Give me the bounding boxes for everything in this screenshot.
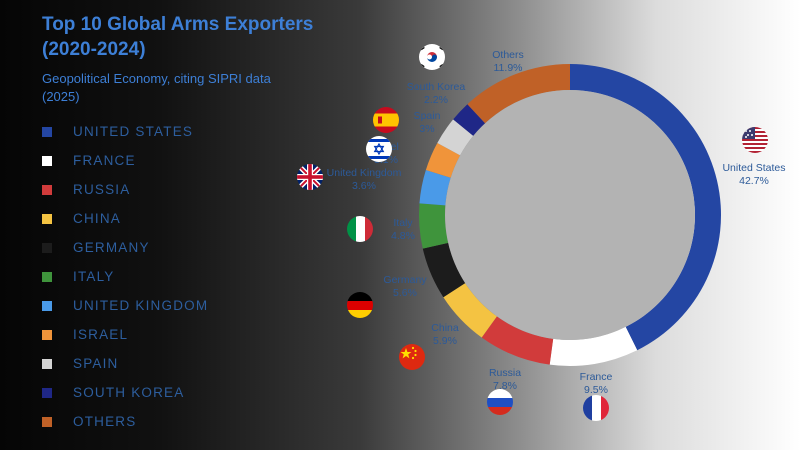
china-flag-icon [399,344,425,370]
slice-france [549,326,638,366]
slice-label-name: China [431,322,459,334]
donut-slices [419,64,721,366]
legend-item-south-korea: SOUTH KOREA [42,378,208,407]
italy-flag-icon [347,216,373,242]
legend-label: OTHERS [73,414,137,429]
legend-swatch [42,155,52,166]
legend-swatch [42,184,52,195]
legend-label: UNITED STATES [73,124,194,139]
slice-label-name: Russia [489,367,521,379]
uk-flag-icon [297,164,323,190]
slice-label-name: Spain [414,110,441,122]
legend-swatch [42,358,52,369]
chart-subtitle: Geopolitical Economy, citing SIPRI data … [42,70,362,106]
slice-italy [419,203,449,249]
legend-item-spain: SPAIN [42,349,208,378]
legend-label: GERMANY [73,240,150,255]
legend-label: UNITED KINGDOM [73,298,209,313]
france-flag-icon [583,395,609,421]
chart-title-line1: Top 10 Global Arms Exporters [42,14,314,35]
slice-label-italy: Italy 4.8% [391,217,415,242]
slice-label-united-kingdom: United Kingdom 3.6% [327,167,402,192]
slice-label-name: Italy [393,217,413,229]
slice-label-value: 5.6% [393,287,417,299]
slice-label-china: China 5.9% [431,322,459,347]
legend-item-united-states: UNITED STATES [42,117,208,146]
slice-label-value: 11.9% [494,62,523,74]
slice-label-name: Others [492,49,524,61]
legend-swatch [42,300,52,311]
us-flag-icon [742,127,768,153]
slice-label-germany: Germany 5.6% [383,274,427,299]
slice-germany [422,242,466,298]
slice-south-korea [453,104,486,136]
legend-item-france: FRANCE [42,146,208,175]
legend-swatch [42,416,52,427]
legend-label: CHINA [73,211,122,226]
south-korea-flag-icon [419,44,445,70]
legend-label: ITALY [73,269,115,284]
slice-label-value: 4.8% [391,230,415,242]
germany-flag-icon [347,292,373,318]
legend-label: SPAIN [73,356,119,371]
slice-label-value: 3.6% [352,180,376,192]
slice-labels: United States 42.7% France 9.5% Russia 7.8% Ch… [327,49,786,396]
legend-swatch [42,213,52,224]
slice-label-value: 3% [419,123,434,135]
legend-item-others: OTHERS [42,407,208,436]
legend: UNITED STATES FRANCE RUSSIA CHINA GERMAN… [42,117,208,436]
slice-label-value: 9.5% [584,384,608,396]
legend-label: RUSSIA [73,182,131,197]
legend-swatch [42,387,52,398]
slice-label-spain: Spain 3% [414,110,441,135]
legend-swatch [42,126,52,137]
slice-label-value: 7.8% [493,380,517,392]
legend-label: FRANCE [73,153,136,168]
slice-label-value: 5.9% [433,335,457,347]
slice-label-value: 2.2% [424,94,448,106]
legend-swatch [42,242,52,253]
israel-flag-icon [366,136,392,162]
slice-label-name: Germany [383,274,427,286]
slice-label-russia: Russia 7.8% [489,367,521,392]
chart-subtitle-line1: Geopolitical Economy, citing SIPRI data [42,71,271,86]
legend-item-russia: RUSSIA [42,175,208,204]
slice-united-states [570,64,721,351]
slice-label-south-korea: South Korea 2.2% [407,81,466,106]
slice-united-kingdom [419,169,451,206]
slice-label-united-states: United States 42.7% [722,162,785,187]
slice-label-name: United Kingdom [327,167,402,179]
legend-item-israel: ISRAEL [42,320,208,349]
legend-item-united-kingdom: UNITED KINGDOM [42,291,208,320]
spain-flag-icon [373,107,399,133]
chart-title-line2: (2020-2024) [42,39,146,60]
slice-label-value: 42.7% [739,175,769,187]
slice-label-others: Others 11.9% [492,49,524,74]
legend-swatch [42,271,52,282]
slice-label-name: France [580,371,613,383]
legend-swatch [42,329,52,340]
legend-item-italy: ITALY [42,262,208,291]
chart-title: Top 10 Global Arms Exporters (2020-2024) [42,12,382,62]
slice-label-name: United States [722,162,785,174]
slice-china [443,283,497,338]
slice-russia [481,316,554,365]
donut-center [445,90,695,340]
slice-spain [437,119,474,156]
slice-label-name: South Korea [407,81,466,93]
legend-item-china: CHINA [42,204,208,233]
russia-flag-icon [487,389,513,415]
slice-label-france: France 9.5% [580,371,613,396]
slice-others [467,64,570,124]
legend-item-germany: GERMANY [42,233,208,262]
legend-label: ISRAEL [73,327,129,342]
legend-label: SOUTH KOREA [73,385,185,400]
chart-subtitle-line2: (2025) [42,89,80,104]
slice-israel [425,142,461,178]
